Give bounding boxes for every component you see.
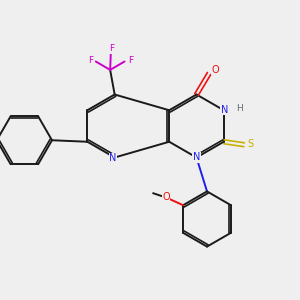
Text: S: S [247,139,253,149]
Text: N: N [110,153,117,163]
Text: O: O [212,65,220,75]
Text: N: N [221,105,228,115]
Text: F: F [128,56,133,65]
Text: H: H [236,104,243,113]
Text: F: F [110,44,115,53]
Text: O: O [162,191,170,202]
Text: F: F [88,56,93,65]
Text: N: N [193,152,200,163]
